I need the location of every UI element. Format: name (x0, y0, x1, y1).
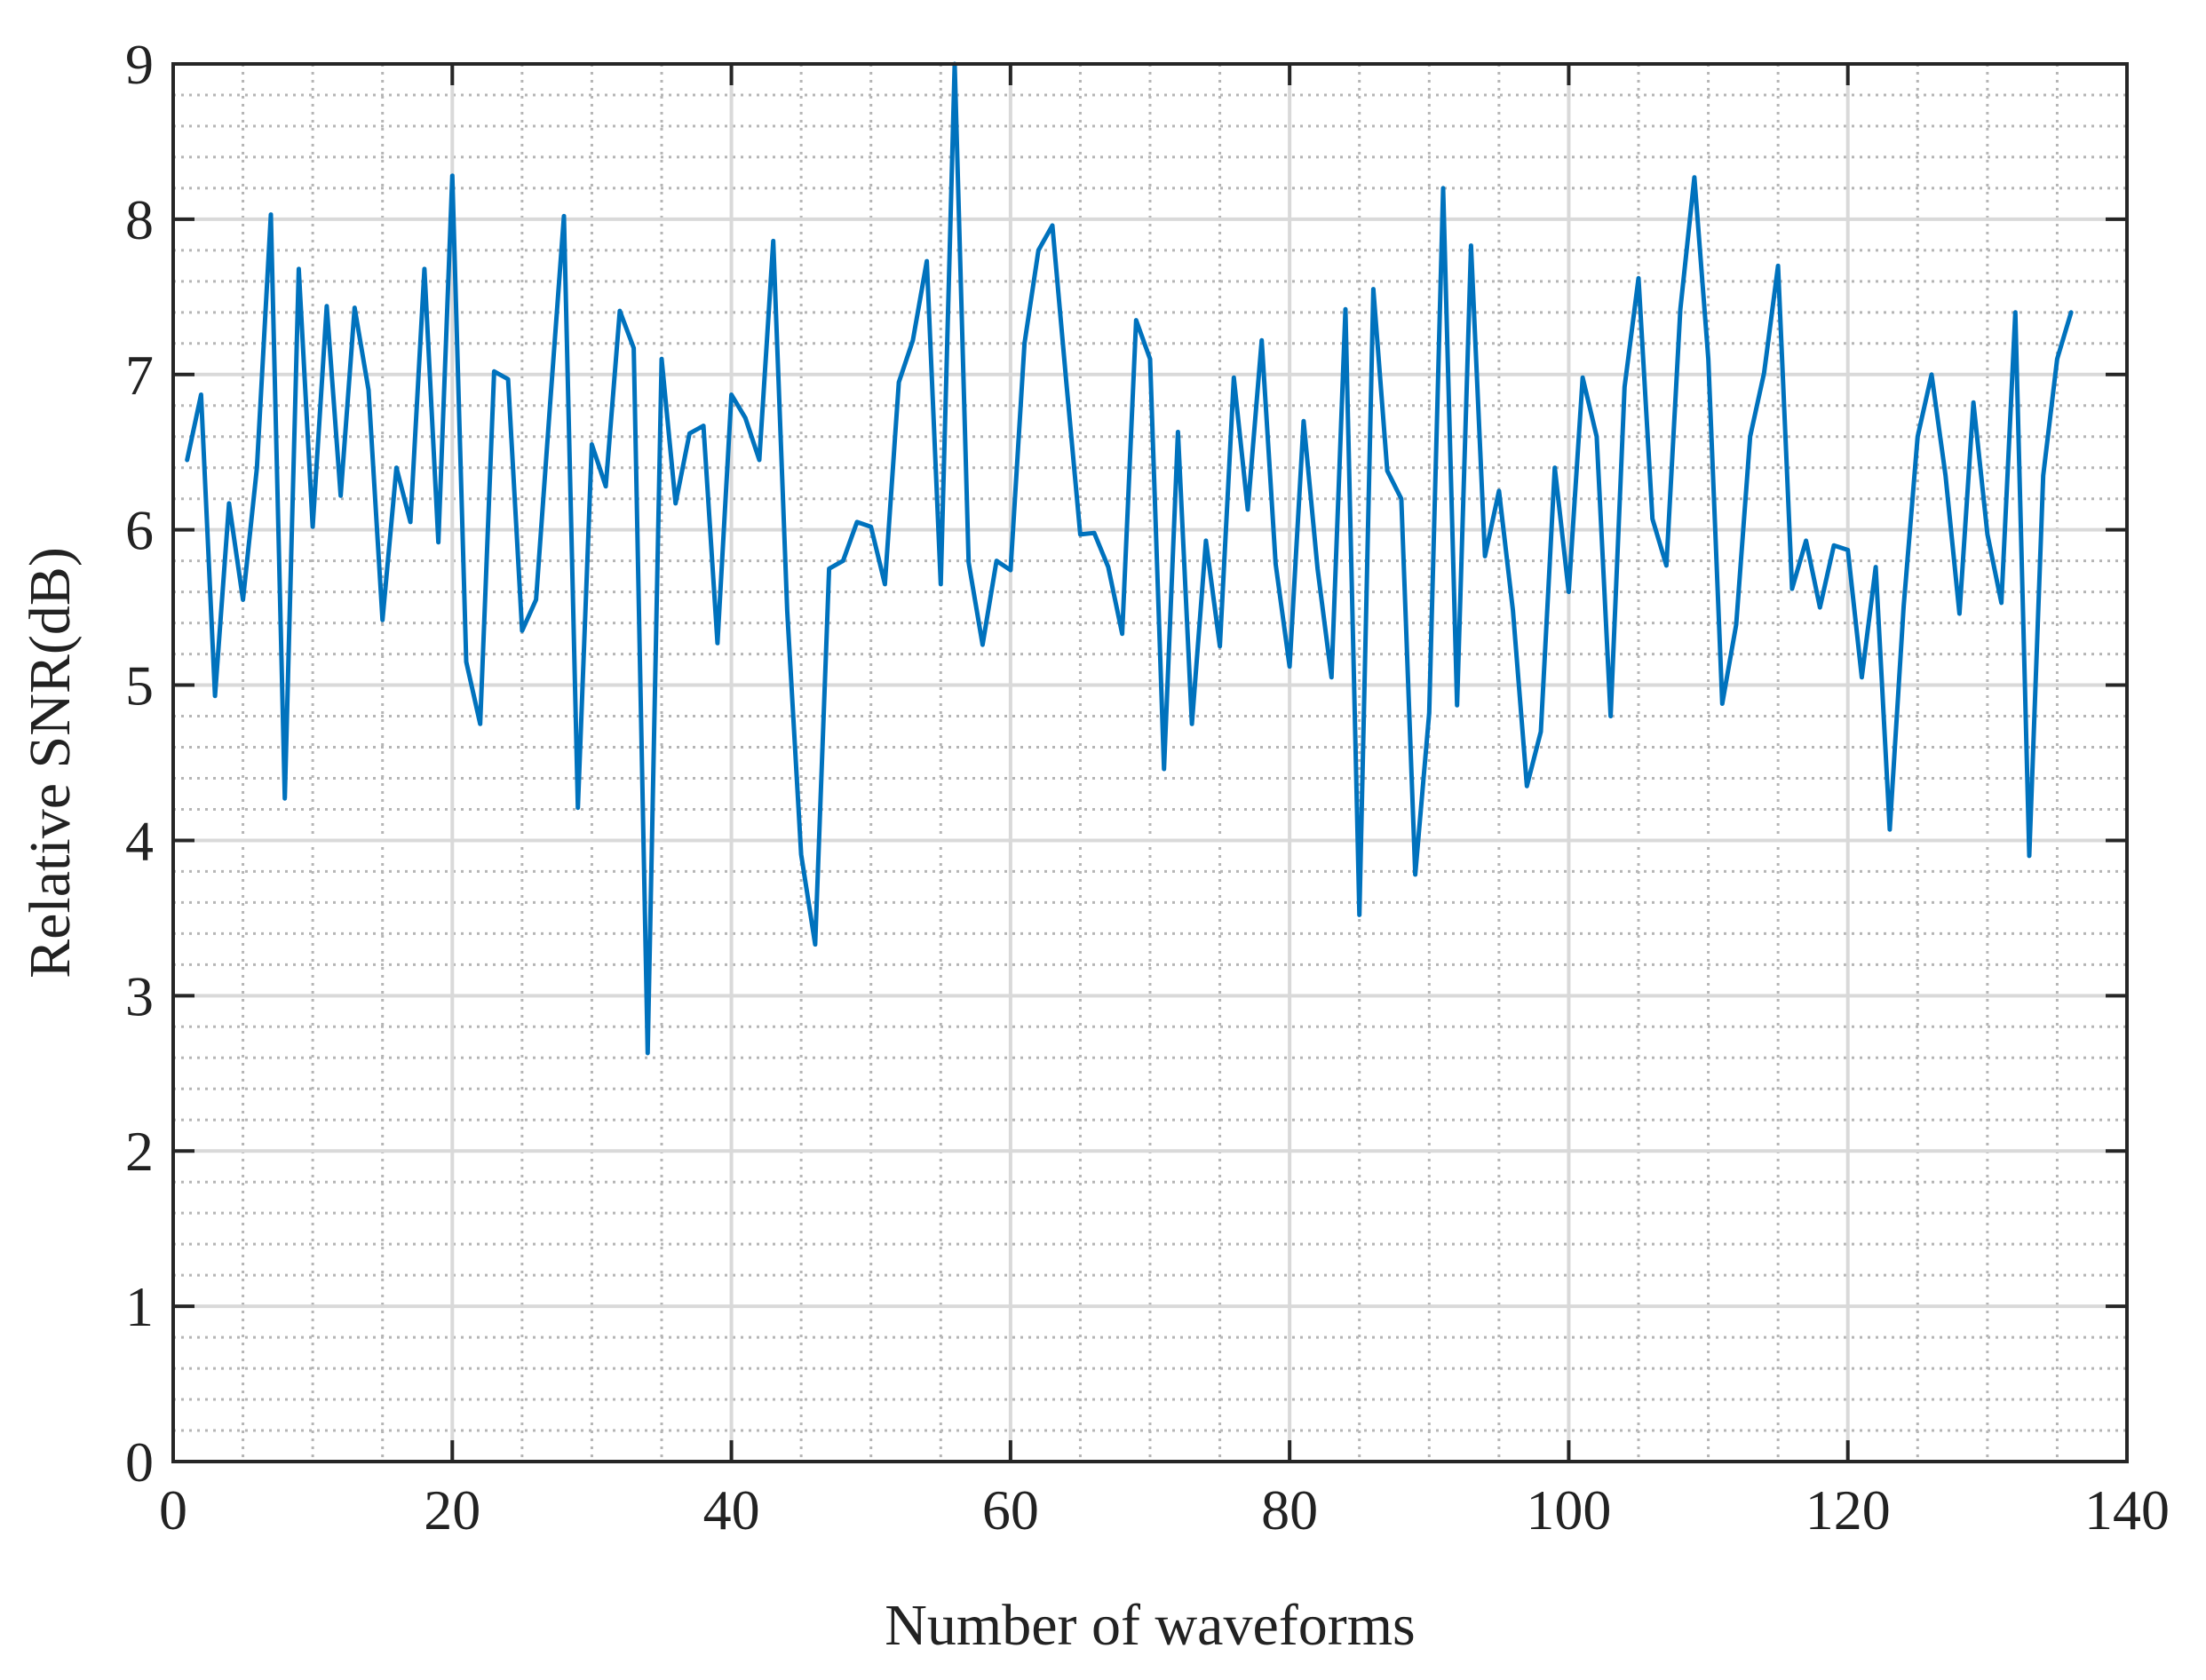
y-tick-label: 2 (125, 1120, 154, 1183)
x-axis-title: Number of waveforms (885, 1593, 1415, 1658)
y-tick-labels: 0 1 2 3 4 5 6 7 8 9 (125, 33, 154, 1494)
x-tick-label: 140 (2084, 1478, 2170, 1541)
x-tick-label: 120 (1805, 1478, 1891, 1541)
x-tick-label: 40 (703, 1478, 760, 1541)
y-tick-label: 1 (125, 1275, 154, 1338)
y-tick-label: 0 (125, 1430, 154, 1494)
axes-frame (171, 62, 2129, 1463)
x-tick-label: 0 (159, 1478, 187, 1541)
y-tick-label: 6 (125, 499, 154, 562)
y-tick-label: 5 (125, 654, 154, 717)
y-tick-label: 7 (125, 344, 154, 407)
x-tick-label: 80 (1261, 1478, 1318, 1541)
major-grid (173, 64, 2127, 1462)
x-tick-label: 20 (424, 1478, 480, 1541)
tick-marks (171, 62, 2129, 1463)
series-line (185, 61, 2074, 1056)
y-tick-label: 4 (125, 809, 154, 872)
y-tick-label: 9 (125, 33, 154, 96)
x-tick-label: 60 (982, 1478, 1039, 1541)
y-tick-label: 3 (125, 964, 154, 1027)
x-tick-label: 100 (1526, 1478, 1611, 1541)
x-tick-labels: 0 20 40 60 80 100 120 140 (159, 1478, 2170, 1541)
y-tick-label: 8 (125, 188, 154, 251)
series-layer (185, 61, 2074, 1056)
y-axis-title: Relative SNR(dB) (18, 547, 83, 979)
